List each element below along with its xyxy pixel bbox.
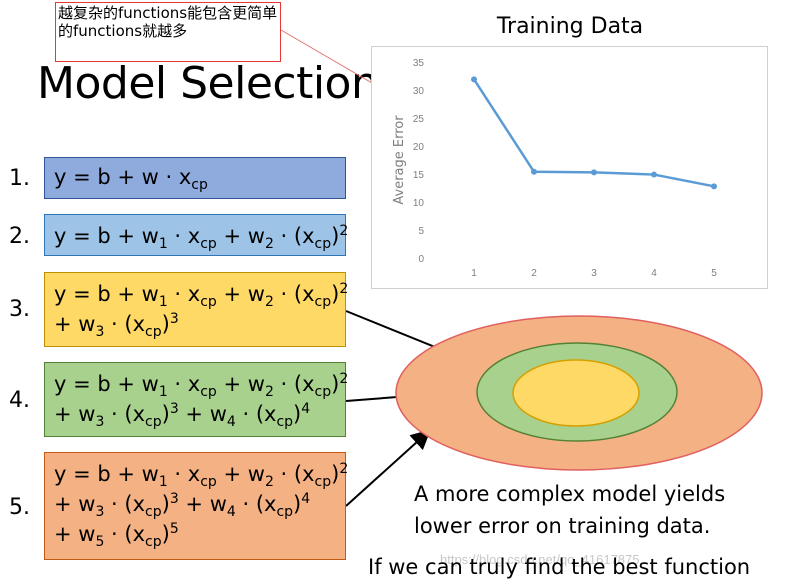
model-formula-4: y = b + w1 · xcp + w2 · (xcp)2 + w3 · (xc… — [44, 362, 348, 437]
model-formula-5: y = b + w1 · xcp + w2 · (xcp)2 + w3 · (xc… — [44, 452, 348, 560]
data-point — [531, 168, 537, 175]
nested-ellipses — [395, 315, 763, 471]
y-axis-label: Average Error — [392, 115, 407, 205]
y-tick-label: 25 — [413, 114, 425, 125]
chart-frame: 0 5 10 15 20 25 30 35 1 2 3 4 5 Average Error — [371, 46, 768, 289]
data-point — [711, 183, 717, 190]
data-point — [591, 169, 597, 176]
slide-title: Model Selection — [37, 58, 379, 109]
watermark: https://blog.csdn.net/qq_41617875 — [440, 552, 640, 567]
data-point — [471, 76, 477, 83]
y-tick-label: 20 — [413, 142, 425, 153]
model-number-5: 5. — [9, 495, 30, 520]
y-tick-label: 15 — [413, 170, 425, 181]
arrow-model5-to-outer — [345, 429, 431, 507]
caption-line-2: lower error on training data. — [414, 514, 711, 538]
x-tick-label: 2 — [531, 268, 537, 279]
model-number-3: 3. — [9, 297, 30, 322]
y-tick-label: 35 — [413, 58, 425, 69]
x-tick-label: 1 — [471, 268, 477, 279]
caption-line-3: If we can truly find the best function — [368, 555, 751, 579]
x-tick-label: 4 — [651, 268, 657, 279]
data-point — [651, 171, 657, 178]
model-formula-3: y = b + w1 · xcp + w2 · (xcp)2 + w3 · (xc… — [44, 272, 348, 347]
chart-title: Training Data — [496, 14, 644, 39]
x-tick-label: 5 — [711, 268, 717, 279]
training-data-chart: 0 5 10 15 20 25 30 35 1 2 3 4 5 Average Error — [392, 58, 717, 279]
inner-ellipse — [512, 359, 640, 427]
y-tick-label: 0 — [418, 254, 424, 265]
annotation-box: 越复杂的functions能包含更简单的functions就越多 — [55, 2, 281, 62]
x-tick-label: 3 — [591, 268, 597, 279]
caption-line-1: A more complex model yields — [414, 482, 726, 506]
model-formula-2: y = b + w1 · xcp + w2 · (xcp)2 — [44, 214, 348, 256]
model-number-4: 4. — [9, 388, 30, 413]
model-number-1: 1. — [9, 166, 30, 191]
y-tick-label: 10 — [413, 198, 425, 209]
model-number-2: 2. — [9, 224, 30, 249]
y-tick-label: 5 — [418, 226, 424, 237]
y-tick-label: 30 — [413, 86, 425, 97]
model-formula-1: y = b + w · xcp — [44, 157, 346, 199]
